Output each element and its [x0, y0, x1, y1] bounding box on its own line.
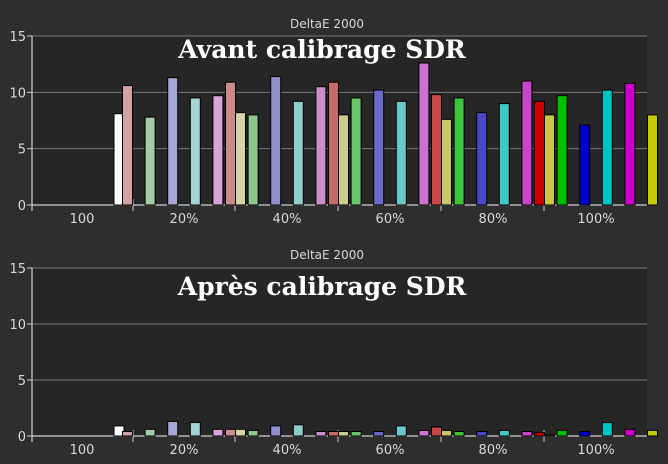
bar: [235, 428, 246, 437]
y-tick-label: 15: [9, 30, 26, 45]
bar: [544, 434, 555, 437]
bar: [122, 85, 133, 206]
bar: [247, 429, 259, 437]
bar: [395, 425, 407, 437]
y-tick-label: 10: [9, 86, 26, 101]
bar: [328, 81, 339, 206]
x-tick-label: 100: [70, 443, 95, 458]
x-tick-label: 40%: [273, 212, 302, 227]
bar: [556, 95, 568, 206]
bar: [544, 114, 555, 206]
bar: [498, 429, 510, 437]
bar: [647, 429, 658, 437]
bar: [647, 114, 658, 206]
bar: [350, 431, 362, 437]
bar: [579, 124, 591, 206]
bar: [521, 80, 533, 206]
bar: [418, 429, 430, 437]
overlay-title: Avant calibrage SDR: [177, 35, 466, 64]
bar: [624, 82, 636, 206]
bar: [315, 431, 327, 437]
x-tick-label: 80%: [479, 443, 508, 458]
bar: [350, 97, 362, 206]
y-tick-label: 5: [18, 143, 26, 158]
bar: [212, 95, 224, 206]
bar: [292, 424, 304, 437]
bar: [144, 428, 156, 437]
bar: [247, 114, 259, 206]
bar: [441, 429, 452, 437]
bar: [338, 431, 349, 437]
x-tick-label: 80%: [479, 212, 508, 227]
bar: [113, 425, 125, 437]
x-tick-label: 100%: [577, 212, 614, 227]
bar: [373, 89, 385, 206]
x-tick-label: 60%: [376, 443, 405, 458]
bar: [395, 100, 407, 206]
bar: [235, 112, 246, 206]
bar: [328, 431, 339, 437]
bar: [189, 422, 201, 437]
x-tick-label: 60%: [376, 212, 405, 227]
bar: [441, 118, 452, 206]
bar: [624, 428, 636, 437]
bar: [225, 81, 236, 206]
y-tick-label: 0: [18, 430, 26, 445]
bar: [270, 425, 282, 437]
bar: [521, 431, 533, 437]
chart-title: DeltaE 2000: [290, 17, 364, 31]
chart-title: DeltaE 2000: [290, 248, 364, 262]
bar: [270, 76, 282, 206]
x-tick-label: 100%: [577, 443, 614, 458]
y-tick-label: 0: [18, 199, 26, 214]
bar: [189, 97, 201, 206]
bar: [418, 62, 430, 206]
bar: [498, 103, 510, 206]
y-tick-label: 5: [18, 374, 26, 389]
plot-area-2: [32, 268, 647, 436]
bar: [534, 432, 545, 437]
bar: [601, 89, 613, 206]
bar: [373, 431, 385, 437]
bar: [579, 431, 591, 437]
x-tick-label: 20%: [170, 443, 199, 458]
overlay-title: Après calibrage SDR: [177, 272, 467, 301]
bar: [601, 422, 613, 437]
bar: [453, 97, 465, 206]
bar: [338, 114, 349, 206]
bar: [167, 77, 179, 206]
y-tick-label: 10: [9, 318, 26, 333]
bar: [292, 100, 304, 206]
bar: [476, 431, 488, 437]
bar: [453, 431, 465, 437]
bar: [315, 86, 327, 206]
bar: [476, 112, 488, 206]
bar: [212, 428, 224, 437]
bar: [167, 420, 179, 437]
bar: [431, 94, 442, 206]
bar: [225, 428, 236, 437]
x-tick-label: 40%: [273, 443, 302, 458]
y-tick-label: 15: [9, 262, 26, 277]
bar: [431, 426, 442, 437]
bar: [556, 429, 568, 437]
bar: [534, 100, 545, 206]
bar: [144, 116, 156, 206]
bar: [122, 431, 133, 437]
x-tick-label: 20%: [170, 212, 199, 227]
x-tick-label: 100: [70, 212, 95, 227]
